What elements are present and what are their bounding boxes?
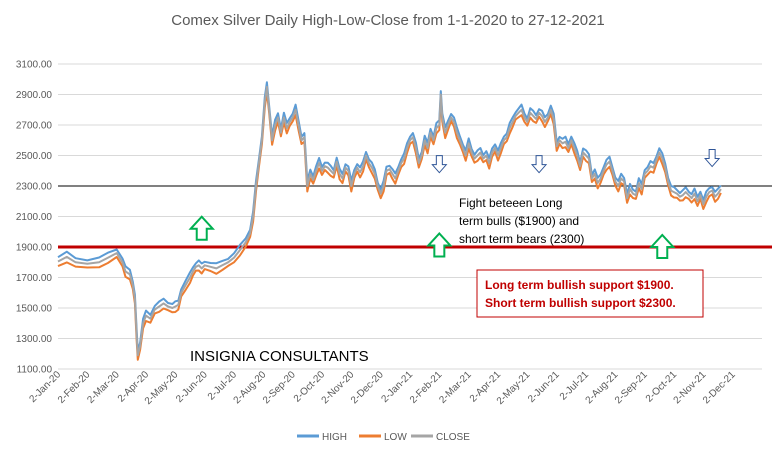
legend-label: HIGH — [322, 432, 347, 443]
y-tick-label: 1100.00 — [17, 365, 53, 376]
up-arrow-icon — [648, 233, 676, 259]
fight-annotation: Fight beteeen Long term bulls ($1900) an… — [459, 196, 584, 246]
x-tick-label: 2-Dec-20 — [349, 369, 386, 406]
support-annotation-line-1: Long term bullish support $1900. — [485, 278, 674, 292]
legend-label: LOW — [384, 432, 407, 443]
fight-annotation-line-1: Fight beteeen Long — [459, 196, 562, 210]
y-tick-label: 2500.00 — [16, 151, 53, 162]
y-tick-label: 2300.00 — [16, 182, 53, 193]
x-tick-label: 2-Jun-21 — [526, 369, 562, 405]
series-lines — [57, 81, 722, 361]
support-annotation-line-2: Short term bullish support $2300. — [485, 296, 676, 310]
down-arrow-icon — [431, 155, 448, 174]
series-close-line — [57, 85, 722, 357]
fight-annotation-line-2: term bulls ($1900) and — [459, 214, 579, 228]
up-arrow-icon — [188, 215, 216, 241]
x-tick-label: 2-Dec-21 — [701, 369, 738, 406]
fight-annotation-line-3: short term bears (2300) — [459, 232, 584, 246]
y-tick-label: 1500.00 — [16, 304, 53, 315]
down-arrow-icon — [704, 149, 721, 168]
support-annotation-box: Long term bullish support $1900. Short t… — [476, 269, 704, 318]
up-arrow-icon — [426, 231, 453, 258]
y-tick-label: 2900.00 — [16, 90, 53, 101]
chart-title: Comex Silver Daily High-Low-Close from 1… — [171, 12, 605, 29]
y-tick-label: 2700.00 — [16, 121, 53, 132]
down-arrow-icon — [530, 155, 548, 174]
x-tick-label: 2-Sep-20 — [261, 369, 298, 406]
x-tick-label: 2-Mar-20 — [85, 369, 122, 406]
y-tick-label: 1900.00 — [16, 243, 53, 254]
y-tick-label: 1700.00 — [16, 273, 53, 284]
brand-watermark: INSIGNIA CONSULTANTS — [190, 348, 369, 365]
x-axis-ticks: 2-Jan-202-Feb-202-Mar-202-Apr-202-May-20… — [27, 369, 738, 407]
annotation-arrows — [188, 149, 721, 259]
x-tick-label: 2-Jun-20 — [174, 369, 210, 405]
y-axis-ticks: 1100.00 1300.00 1500.00 1700.00 1900.00 2100.… — [16, 60, 53, 376]
series-low-line — [57, 90, 722, 361]
gridlines — [58, 63, 762, 370]
y-tick-label: 1300.00 — [16, 334, 53, 345]
legend-label: CLOSE — [436, 432, 470, 443]
y-tick-label: 2100.00 — [16, 212, 53, 223]
x-tick-label: 2-Mar-21 — [437, 369, 474, 406]
legend: HIGH LOW CLOSE — [297, 432, 470, 443]
x-tick-label: 2-Sep-21 — [613, 369, 650, 406]
y-tick-label: 3100.00 — [16, 60, 53, 71]
